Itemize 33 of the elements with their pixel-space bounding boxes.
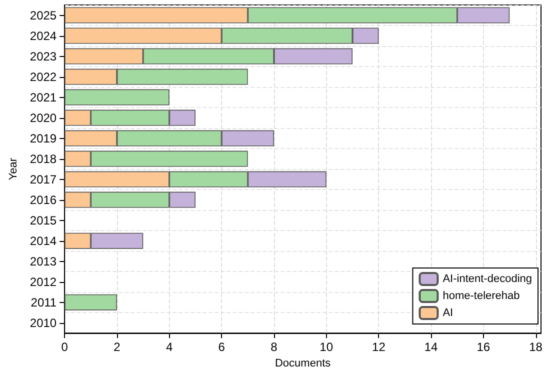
x-tick-label: 16 xyxy=(476,340,490,354)
y-tick-label: 2019 xyxy=(30,131,57,146)
bar xyxy=(64,89,170,106)
y-tick-label: 2012 xyxy=(30,274,57,289)
y-tick-label: 2024 xyxy=(30,28,57,43)
y-tick-label: 2023 xyxy=(30,49,57,64)
x-tick-label: 10 xyxy=(320,340,334,354)
x-tick-label: 14 xyxy=(424,340,438,354)
y-tick-label: 2021 xyxy=(30,90,57,104)
y-tick-label: 2014 xyxy=(30,234,57,248)
y-axis-title: Year xyxy=(8,158,20,180)
x-tick-label: 6 xyxy=(218,340,226,354)
legend-label: AI-intent-decoding xyxy=(442,273,532,285)
bar xyxy=(64,294,117,310)
x-tick-label: 2 xyxy=(114,340,121,354)
x-axis-title: Documents xyxy=(274,358,332,370)
y-tick-label: 2025 xyxy=(30,8,57,22)
y-tick-label: 2017 xyxy=(30,172,57,186)
y-tick-label: 2010 xyxy=(30,316,57,330)
x-tick-label: 0 xyxy=(61,340,68,354)
x-tick-label: 4 xyxy=(166,340,173,354)
y-tick-label: 2013 xyxy=(30,254,57,268)
y-tick-label: 2011 xyxy=(30,295,57,310)
x-tick-label: 18 xyxy=(529,340,543,354)
y-tick-label: 2016 xyxy=(30,192,57,207)
y-tick-label: 2018 xyxy=(30,152,57,166)
y-tick-label: 2020 xyxy=(30,110,57,125)
legend-label: AI xyxy=(442,307,454,319)
y-tick-label: 2022 xyxy=(30,70,57,84)
x-tick-label: 12 xyxy=(372,340,386,354)
x-tick-label: 8 xyxy=(270,340,278,354)
legend-label: home-telerehab xyxy=(442,290,520,302)
y-tick-label: 2015 xyxy=(30,213,57,228)
